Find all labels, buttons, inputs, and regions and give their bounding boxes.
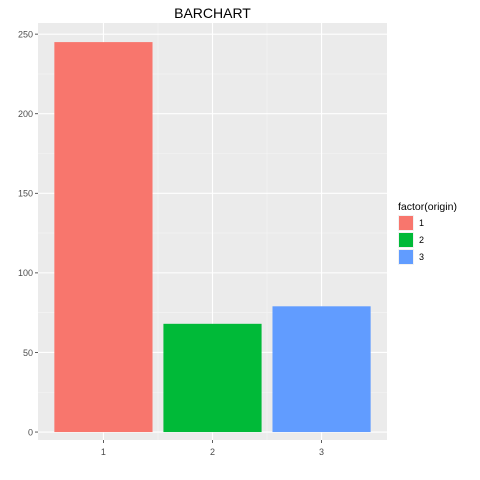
bar-2	[163, 323, 262, 433]
legend-item-3: 3	[398, 248, 478, 265]
legend-item-2: 2	[398, 231, 478, 248]
legend-label: 1	[419, 217, 425, 228]
bar-3	[272, 306, 371, 433]
legend-item-1: 1	[398, 214, 478, 231]
legend: factor(origin) 1 2 3	[398, 200, 478, 265]
y-tick-label: 100	[18, 268, 33, 278]
chart-title: BARCHART	[174, 5, 251, 21]
y-tick-label: 0	[28, 427, 33, 437]
legend-title: factor(origin)	[398, 201, 457, 213]
y-tick-label: 50	[23, 348, 33, 358]
legend-swatch	[398, 231, 414, 248]
legend-label: 2	[419, 234, 425, 245]
x-tick-label: 3	[319, 447, 324, 457]
legend-swatch	[398, 248, 414, 265]
legend-swatch	[398, 214, 414, 231]
bar-1	[54, 42, 153, 433]
legend-swatch-fill	[399, 215, 413, 230]
x-tick-label: 1	[101, 447, 106, 457]
y-tick-label: 150	[18, 189, 33, 199]
legend-label: 3	[419, 251, 425, 262]
x-tick-label: 2	[210, 447, 215, 457]
y-tick-label: 250	[18, 29, 33, 39]
y-tick-label: 200	[18, 109, 33, 119]
legend-swatch-fill	[399, 232, 413, 247]
legend-swatch-fill	[399, 249, 413, 264]
